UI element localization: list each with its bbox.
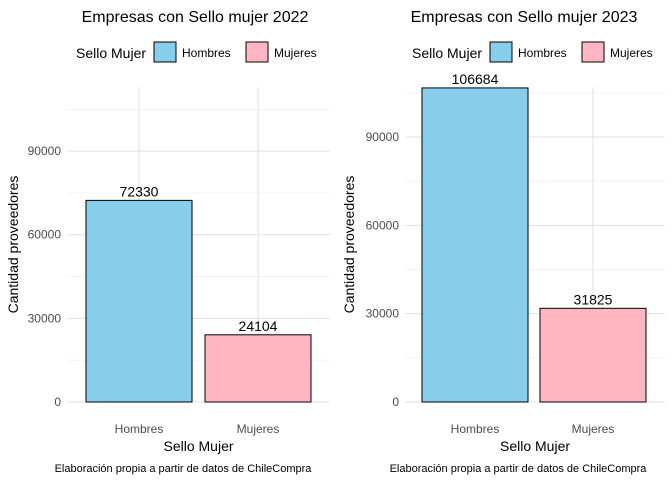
bar-mujeres (204, 334, 312, 403)
x-tick-label: Mujeres (237, 422, 280, 436)
legend-label-mujeres: Mujeres (274, 46, 317, 60)
legend-key-mujeres (245, 41, 269, 63)
data-label-mujeres: 24104 (239, 318, 278, 334)
bar-hombres (421, 87, 529, 403)
x-tick-label: Hombres (451, 422, 500, 436)
chart-title: Empresas con Sello mujer 2022 (82, 9, 309, 26)
x-tick-label: Hombres (115, 422, 164, 436)
bar-hombres (85, 199, 193, 403)
data-label-hombres: 72330 (120, 183, 159, 199)
legend-label-hombres: Hombres (182, 46, 231, 60)
legend-key-mujeres (581, 41, 605, 63)
legend-title: Sello Mujer (76, 45, 146, 61)
y-tick-label: 30000 (366, 307, 400, 321)
chart-caption: Elaboración propia a partir de datos de … (390, 463, 648, 475)
legend-label-hombres: Hombres (518, 46, 567, 60)
x-axis-title: Sello Mujer (500, 438, 570, 454)
y-tick-label: 0 (392, 395, 399, 409)
data-label-hombres: 106684 (452, 71, 499, 87)
y-axis-title: Cantidad proveedores (5, 176, 21, 314)
y-tick-label: 30000 (28, 311, 62, 325)
y-tick-label: 60000 (28, 228, 62, 242)
bar-mujeres (539, 307, 647, 403)
chart-title: Empresas con Sello mujer 2023 (411, 9, 638, 26)
chart-panel-2: 106684 Hombres 31825 Mujeres 0 30000 60000 9000… (341, 9, 665, 475)
y-tick-label: 60000 (366, 218, 400, 232)
legend-key-hombres (489, 41, 513, 63)
x-axis-title: Sello Mujer (163, 438, 233, 454)
legend-label-mujeres: Mujeres (610, 46, 653, 60)
y-tick-label: 0 (54, 395, 61, 409)
chart-caption: Elaboración propia a partir de datos de … (55, 463, 313, 475)
legend-key-hombres (153, 41, 177, 63)
y-tick-label: 90000 (366, 130, 400, 144)
y-tick-label: 90000 (28, 144, 62, 158)
x-tick-label: Mujeres (572, 422, 615, 436)
y-axis-title: Cantidad proveedores (341, 176, 357, 314)
legend-title: Sello Mujer (412, 45, 482, 61)
chart-panel-1: 72330 Hombres 24104 Mujeres 0 30000 60000 90000… (5, 9, 330, 475)
data-label-mujeres: 31825 (574, 291, 613, 307)
